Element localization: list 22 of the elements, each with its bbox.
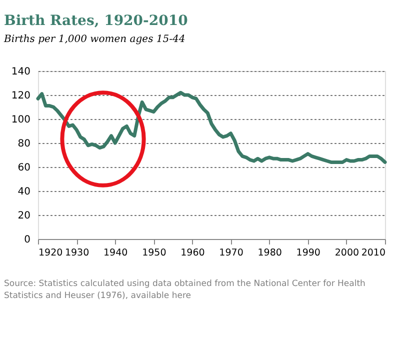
line-series [36,90,387,164]
y-tick-label: 40 [18,186,30,198]
y-tick-label: 80 [18,138,30,150]
x-tick-label: 1930 [64,248,90,258]
y-tick-label: 60 [18,162,30,174]
x-tick-label: 1970 [219,248,244,258]
chart-title: Birth Rates, 1920-2010 [4,13,188,29]
y-tick-label: 20 [18,210,30,222]
y-tick-label: 140 [11,66,30,78]
y-tick-label: 120 [11,90,30,102]
chart-subtitle: Births per 1,000 women ages 15-44 [3,34,186,45]
x-tick-label: 1920 [38,248,63,258]
x-tick-label: 2000 [334,248,360,258]
x-tick-label: 2010 [361,248,386,258]
x-tick-label: 1940 [104,248,128,258]
x-tick-label: 1950 [142,248,166,258]
x-tick-label: 1990 [296,248,320,258]
x-tick-label: 1960 [180,248,205,258]
y-tick-label: 100 [11,114,30,126]
y-tick-label: 0 [24,234,30,246]
x-tick-label: 1980 [258,248,282,258]
source-note: Source: Statistics calculated using data obtained from the National Center for Health Statistics and Heuser (1976), available here [4,279,366,301]
